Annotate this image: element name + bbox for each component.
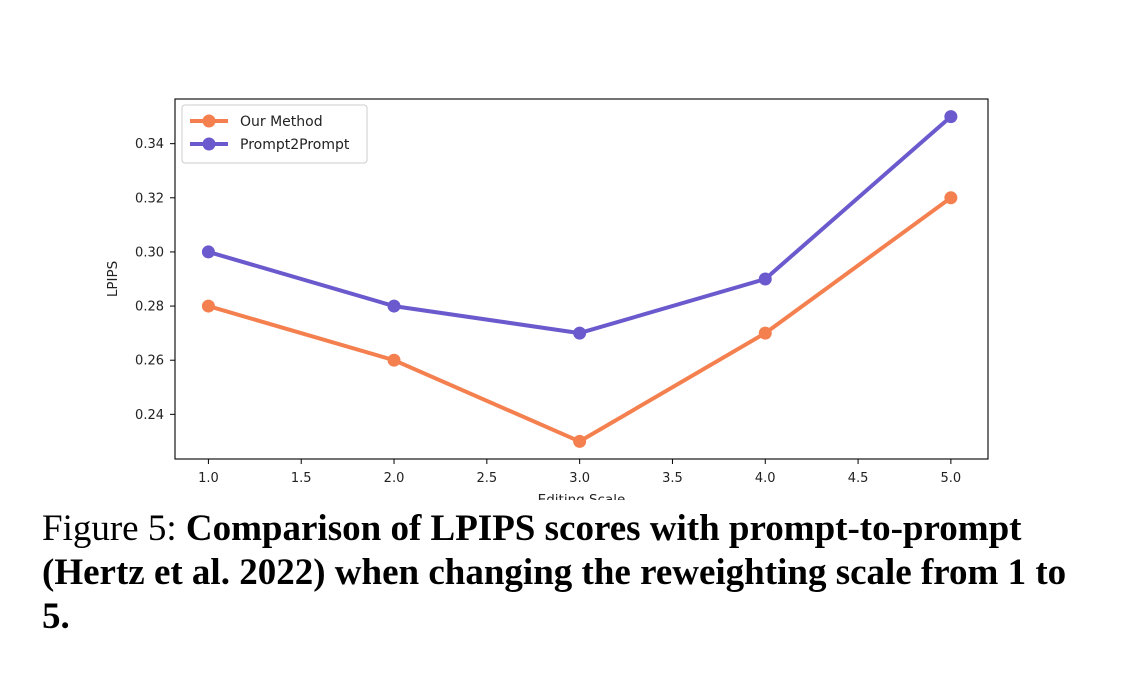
- legend: Our Method Prompt2Prompt: [181, 104, 368, 164]
- figure-caption: Figure 5: Comparison of LPIPS scores wit…: [42, 507, 1092, 639]
- data-point: [758, 272, 772, 286]
- data-point: [387, 353, 401, 367]
- x-tick-label: 2.5: [476, 471, 497, 486]
- x-tick-label: 3.5: [662, 471, 683, 486]
- x-tick-label: 4.5: [848, 471, 869, 486]
- data-point: [201, 299, 215, 313]
- x-axis-label: Editing Scale: [538, 492, 626, 500]
- y-axis-ticks: 0.24 0.26 0.28 0.30 0.32 0.34: [135, 137, 175, 423]
- data-point: [201, 245, 215, 259]
- x-axis-ticks: 1.0 1.5 2.0 2.5 3.0 3.5 4.0 4.5 5.0: [198, 459, 961, 486]
- y-tick-label: 0.26: [135, 354, 164, 369]
- y-axis-label: LPIPS: [105, 261, 121, 297]
- y-tick-label: 0.32: [135, 191, 164, 206]
- plot-frame: [174, 98, 989, 460]
- series-line: [206, 195, 953, 444]
- x-tick-label: 5.0: [941, 471, 962, 486]
- legend-marker: [202, 114, 216, 128]
- y-tick-label: 0.30: [135, 245, 164, 260]
- series-1: [201, 110, 958, 340]
- x-tick-label: 1.5: [291, 471, 312, 486]
- x-tick-label: 2.0: [384, 471, 405, 486]
- data-point: [573, 434, 587, 448]
- data-point: [387, 299, 401, 313]
- data-point: [758, 326, 772, 340]
- y-tick-label: 0.34: [135, 137, 164, 152]
- caption-text: Comparison of LPIPS scores with prompt-t…: [42, 508, 1067, 637]
- y-tick-label: 0.28: [135, 300, 164, 315]
- data-point: [944, 191, 958, 205]
- caption-prefix: Figure 5:: [42, 508, 186, 549]
- data-point: [573, 326, 587, 340]
- x-tick-label: 3.0: [569, 471, 590, 486]
- line-chart: 1.0 1.5 2.0 2.5 3.0 3.5 4.0 4.5 5.0 0.24 0.26 0.28…: [105, 98, 989, 500]
- legend-box: [181, 104, 368, 164]
- data-point: [944, 110, 958, 124]
- legend-label: Our Method: [240, 114, 323, 130]
- series-layer: [201, 110, 958, 448]
- y-tick-label: 0.24: [135, 408, 164, 423]
- legend-marker: [202, 137, 216, 151]
- x-tick-label: 4.0: [755, 471, 776, 486]
- legend-label: Prompt2Prompt: [240, 137, 350, 153]
- series-0: [201, 191, 958, 448]
- x-tick-label: 1.0: [198, 471, 219, 486]
